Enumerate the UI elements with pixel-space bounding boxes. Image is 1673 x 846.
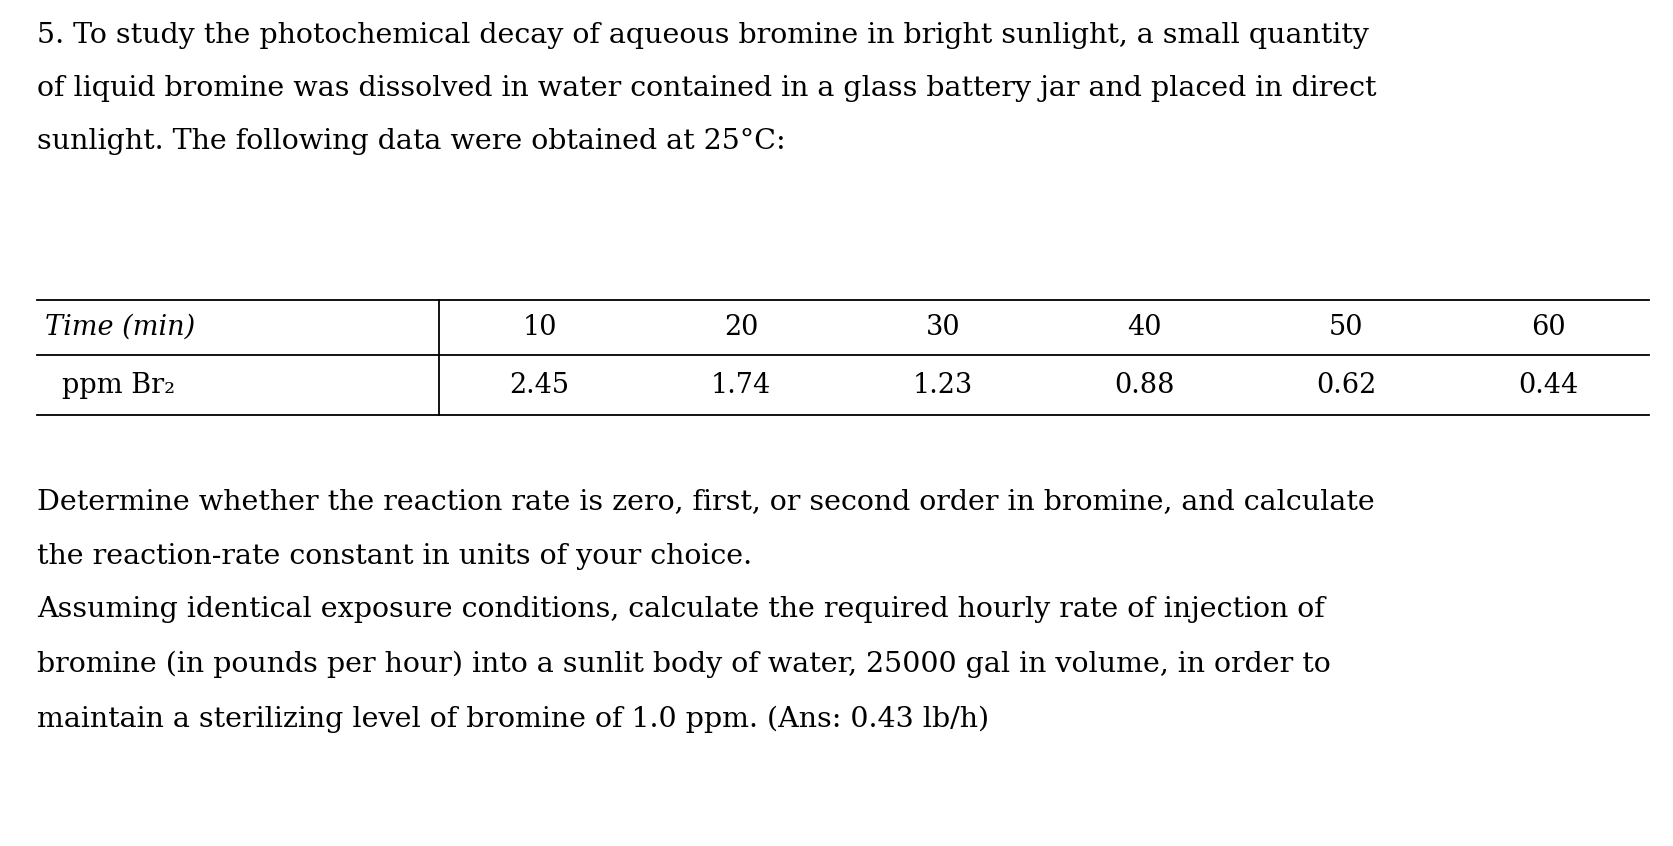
Text: 40: 40 [1126, 314, 1161, 340]
Text: ppm Br₂: ppm Br₂ [62, 371, 176, 398]
Text: 0.62: 0.62 [1315, 371, 1375, 398]
Text: Time (min): Time (min) [45, 314, 196, 340]
Text: 2.45: 2.45 [509, 371, 569, 398]
Text: bromine (in pounds per hour) into a sunlit body of water, 25000 gal in volume, i: bromine (in pounds per hour) into a sunl… [37, 651, 1330, 678]
Text: 5. To study the photochemical decay of aqueous bromine in bright sunlight, a sma: 5. To study the photochemical decay of a… [37, 22, 1369, 49]
Text: 60: 60 [1529, 314, 1564, 340]
Text: 10: 10 [522, 314, 557, 340]
Text: 20: 20 [723, 314, 758, 340]
Text: 50: 50 [1328, 314, 1363, 340]
Text: Determine whether the reaction rate is zero, first, or second order in bromine, : Determine whether the reaction rate is z… [37, 488, 1374, 515]
Text: Assuming identical exposure conditions, calculate the required hourly rate of in: Assuming identical exposure conditions, … [37, 596, 1323, 623]
Text: 0.88: 0.88 [1114, 371, 1174, 398]
Text: the reaction-rate constant in units of your choice.: the reaction-rate constant in units of y… [37, 543, 751, 570]
Text: of liquid bromine was dissolved in water contained in a glass battery jar and pl: of liquid bromine was dissolved in water… [37, 75, 1375, 102]
Text: 30: 30 [925, 314, 960, 340]
Text: 0.44: 0.44 [1517, 371, 1578, 398]
Text: 1.23: 1.23 [912, 371, 972, 398]
Text: sunlight. The following data were obtained at 25°C:: sunlight. The following data were obtain… [37, 128, 785, 155]
Text: maintain a sterilizing level of bromine of 1.0 ppm. (Ans: 0.43 lb/h): maintain a sterilizing level of bromine … [37, 706, 989, 733]
Text: 1.74: 1.74 [711, 371, 771, 398]
